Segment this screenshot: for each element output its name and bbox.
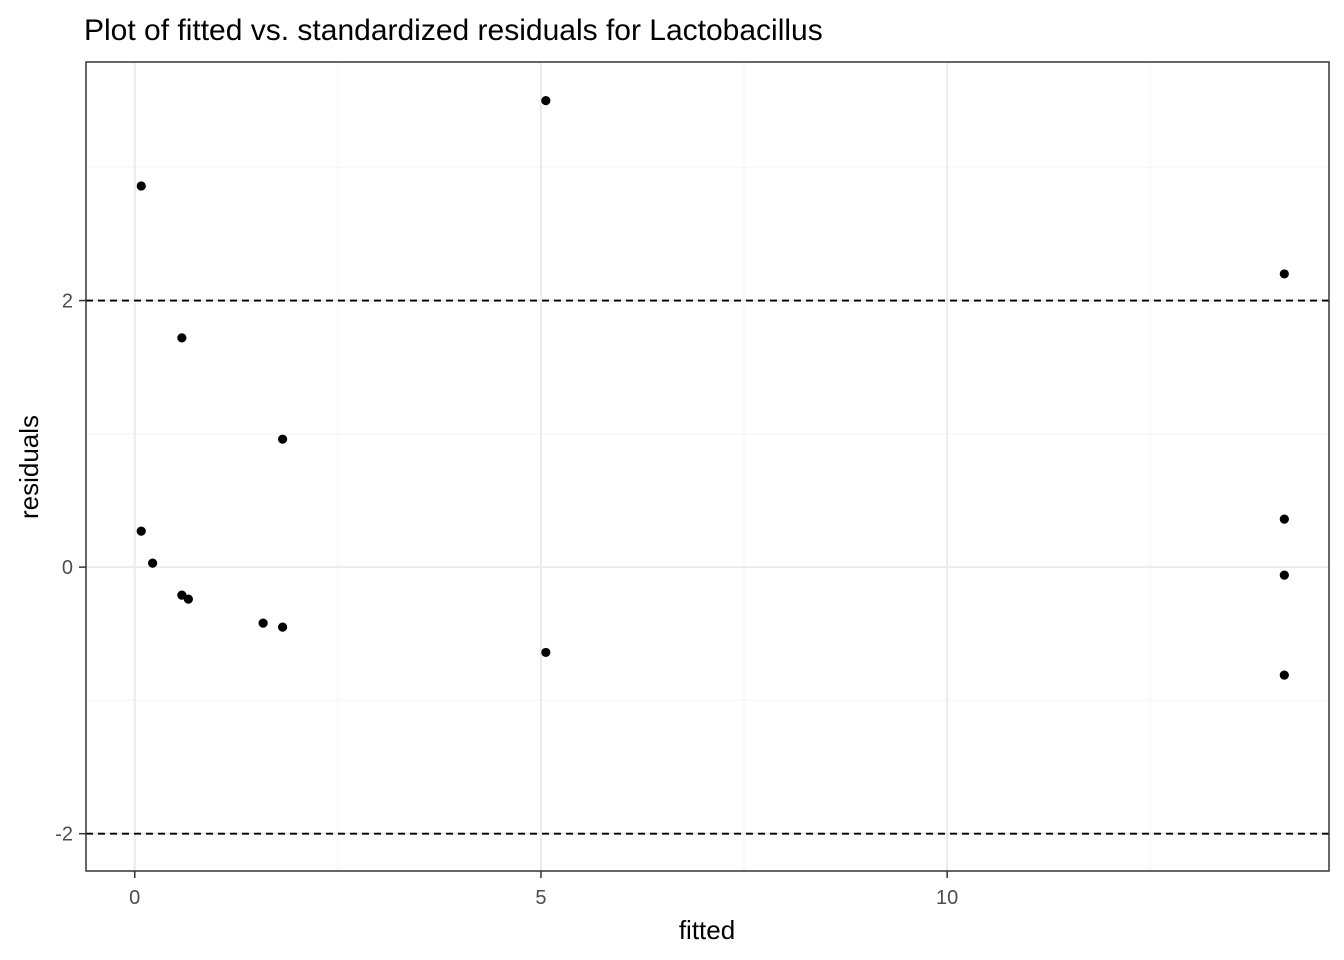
- data-point-10: [541, 647, 551, 658]
- y-axis-ticks: -2 0 2: [55, 291, 86, 846]
- x-axis-label: fitted: [679, 915, 735, 945]
- panel-border: [85, 61, 1330, 872]
- minor-gridlines: [86, 62, 1329, 871]
- y-axis-label: residuals: [14, 415, 44, 519]
- reference-lines: [86, 299, 1329, 835]
- data-point-5: [183, 594, 193, 604]
- y-tick-label-2: 2: [62, 291, 73, 313]
- major-gridlines: [86, 62, 1329, 871]
- data-points: [136, 96, 1289, 680]
- data-point-8: [278, 622, 288, 632]
- data-point-7: [278, 434, 288, 444]
- data-point-13: [1279, 570, 1289, 580]
- data-point-9: [541, 96, 551, 106]
- data-point-6: [258, 618, 268, 628]
- x-tick-label-1: 5: [535, 887, 546, 909]
- data-point-1: [136, 526, 146, 536]
- data-point-0: [136, 181, 146, 191]
- data-point-3: [177, 333, 187, 343]
- data-point-12: [1279, 514, 1289, 524]
- chart-title: Plot of fitted vs. standardized residual…: [84, 14, 823, 47]
- y-tick-label-1: 0: [62, 557, 73, 579]
- data-point-11: [1279, 269, 1289, 279]
- data-point-14: [1279, 670, 1289, 680]
- data-point-2: [148, 558, 158, 568]
- x-tick-label-2: 10: [936, 887, 958, 909]
- x-tick-label-0: 0: [129, 887, 140, 909]
- y-tick-label-0: -2: [55, 824, 73, 846]
- x-axis-ticks: 0 5 10: [129, 871, 958, 909]
